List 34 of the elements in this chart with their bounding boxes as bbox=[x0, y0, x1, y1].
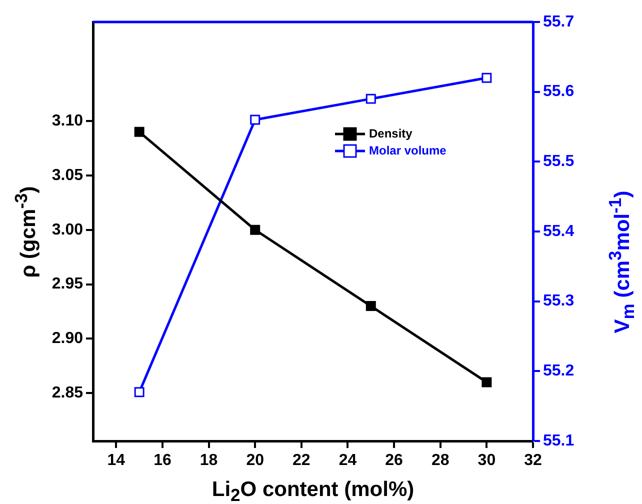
legend-label: Molar volume bbox=[369, 143, 447, 158]
y2-tick-label: 55.3 bbox=[543, 292, 574, 310]
x-tick-label: 26 bbox=[385, 452, 404, 470]
x-tick-label: 28 bbox=[431, 452, 450, 470]
x-tick-label: 16 bbox=[154, 452, 172, 470]
point bbox=[482, 72, 492, 83]
legend-label: Density bbox=[369, 126, 413, 140]
x-tick-label: 22 bbox=[292, 452, 310, 470]
x-tick-label: 20 bbox=[246, 452, 264, 470]
x-tick-label: 30 bbox=[478, 452, 496, 470]
x-tick-label: 18 bbox=[200, 452, 218, 470]
point bbox=[250, 114, 260, 125]
x-axis-title: Li$_{2}$O content (mol%) bbox=[212, 478, 414, 504]
y-tick-label: 2.95 bbox=[52, 276, 84, 293]
y-tick-label: 2.85 bbox=[52, 384, 84, 402]
y2-tick-label: 55.4 bbox=[543, 222, 574, 240]
point bbox=[134, 387, 144, 398]
y2-tick-label: 55.6 bbox=[543, 83, 574, 100]
point bbox=[366, 94, 376, 104]
x-tick-label: 24 bbox=[338, 452, 357, 470]
y-tick-label: 2.90 bbox=[52, 330, 84, 348]
point bbox=[482, 377, 492, 388]
y-tick-label: 3.00 bbox=[52, 221, 84, 238]
y2-tick-label: 55.7 bbox=[543, 13, 574, 30]
point bbox=[366, 301, 376, 312]
x-tick-label: 14 bbox=[107, 452, 126, 470]
y-tick-label: 3.10 bbox=[52, 112, 84, 130]
point bbox=[134, 126, 144, 137]
x-tick-label: 32 bbox=[524, 452, 542, 470]
y-tick-label: 3.05 bbox=[52, 166, 84, 184]
point bbox=[250, 224, 260, 235]
y2-tick-label: 55.2 bbox=[543, 362, 574, 380]
y2-tick-label: 55.1 bbox=[543, 432, 574, 450]
y2-tick-label: 55.5 bbox=[543, 153, 574, 170]
